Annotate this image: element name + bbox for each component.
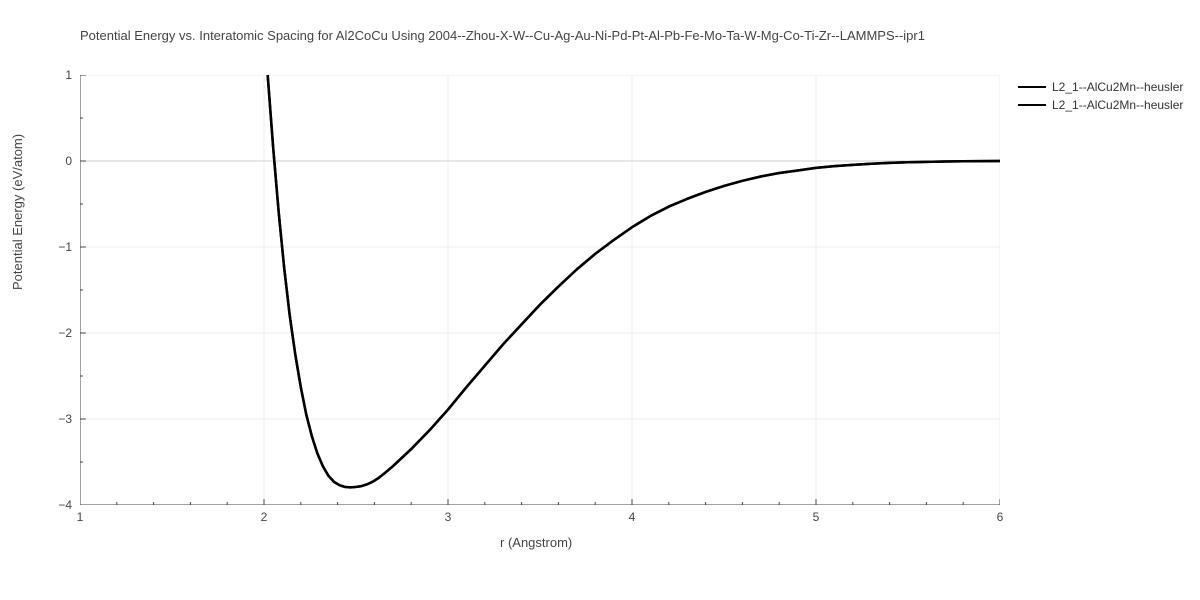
x-tick-label: 5 [813,510,820,524]
legend-swatch [1018,104,1046,107]
x-tick-label: 4 [629,510,636,524]
legend-item: L2_1--AlCu2Mn--heusler [1018,78,1183,96]
x-tick-label: 1 [77,510,84,524]
y-tick-label: −4 [58,498,72,512]
y-tick-label: 0 [65,154,72,168]
y-axis-label: Potential Energy (eV/atom) [10,134,25,290]
x-tick-label: 2 [261,510,268,524]
x-axis-label: r (Angstrom) [500,535,572,550]
y-tick-label: 1 [65,68,72,82]
legend-label: L2_1--AlCu2Mn--heusler [1052,80,1183,94]
x-tick-label: 3 [445,510,452,524]
legend-label: L2_1--AlCu2Mn--heusler [1052,98,1183,112]
legend-item: L2_1--AlCu2Mn--heusler [1018,96,1183,114]
y-tick-label: −1 [58,240,72,254]
x-tick-label: 6 [997,510,1004,524]
chart-plot-svg [80,75,1000,505]
chart-title: Potential Energy vs. Interatomic Spacing… [80,28,925,43]
y-tick-label: −3 [58,412,72,426]
y-tick-label: −2 [58,326,72,340]
legend: L2_1--AlCu2Mn--heusler L2_1--AlCu2Mn--he… [1018,78,1183,114]
legend-swatch [1018,86,1046,89]
